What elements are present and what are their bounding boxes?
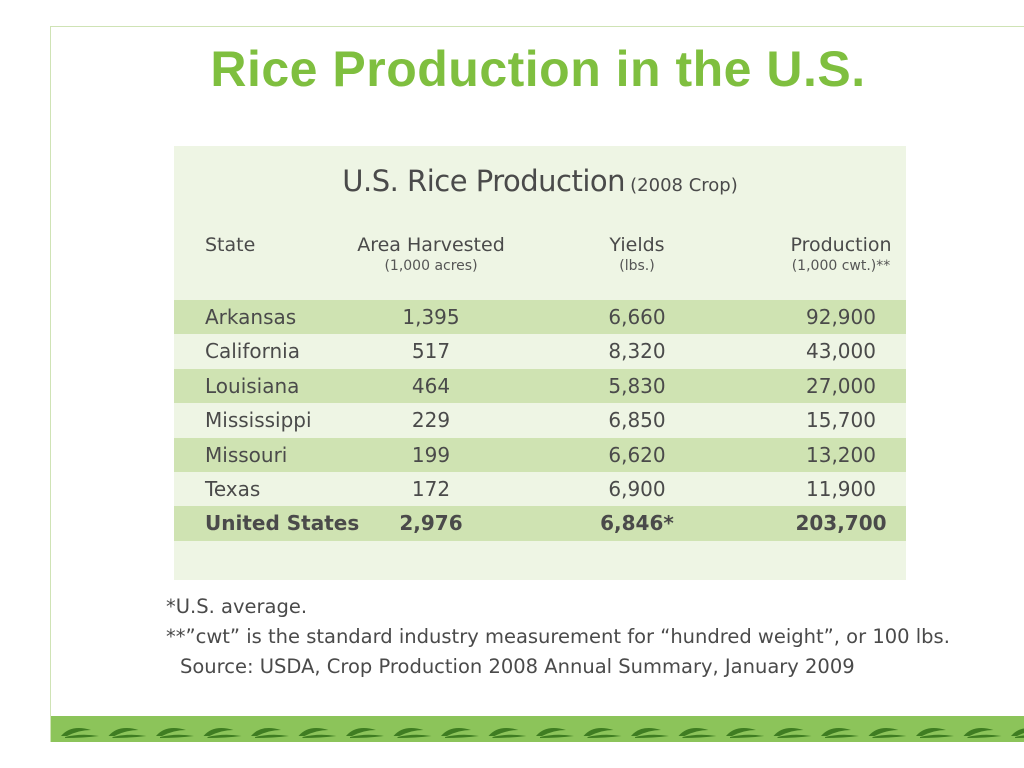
column-header-area: Area Harvested (1,000 acres) bbox=[346, 234, 516, 274]
rice-leaf-icon bbox=[821, 728, 859, 738]
rice-leaf-icon bbox=[61, 728, 99, 738]
column-header-label: Area Harvested bbox=[357, 234, 505, 256]
rice-leaf-icon bbox=[251, 728, 289, 738]
column-header-state: State bbox=[205, 234, 255, 256]
rice-leaf-icon bbox=[203, 728, 242, 738]
rice-leaf-icon bbox=[773, 728, 812, 738]
rice-leaf-icon bbox=[298, 728, 337, 738]
state-cell: Missouri bbox=[205, 442, 288, 467]
rice-leaf-icon bbox=[488, 728, 527, 738]
rice-leaf-icon bbox=[868, 728, 907, 738]
state-cell: California bbox=[205, 339, 300, 364]
rice-leaf-icon bbox=[631, 728, 669, 738]
state-cell: Texas bbox=[205, 476, 261, 501]
rice-leaf-icon bbox=[916, 728, 954, 738]
area-cell: 1,395 bbox=[402, 305, 460, 329]
production-cell: 203,700 bbox=[795, 511, 887, 536]
rice-leaf-icon bbox=[963, 728, 1002, 738]
rice-leaf-icon bbox=[536, 728, 574, 738]
column-header-label: State bbox=[205, 234, 256, 256]
production-cell: 27,000 bbox=[806, 373, 876, 398]
state-cell: Louisiana bbox=[205, 373, 300, 398]
column-header-unit: (1,000 acres) bbox=[384, 258, 478, 274]
column-header-label: Production bbox=[790, 234, 892, 256]
rice-leaf-icon bbox=[393, 728, 432, 738]
yield-cell: 6,660 bbox=[608, 305, 666, 329]
area-cell: 517 bbox=[411, 339, 451, 364]
table-heading-sub: (2008 Crop) bbox=[630, 175, 738, 196]
table-row: Missouri 199 6,620 13,200 bbox=[174, 437, 906, 472]
yield-cell: 8,320 bbox=[608, 339, 666, 364]
state-cell: United States bbox=[205, 511, 360, 536]
production-cell: 11,900 bbox=[806, 476, 876, 501]
state-cell: Mississippi bbox=[205, 408, 312, 433]
production-cell: 43,000 bbox=[806, 339, 876, 364]
table-heading: U.S. Rice Production (2008 Crop) bbox=[174, 164, 906, 198]
yield-cell: 5,830 bbox=[608, 373, 666, 398]
area-cell: 229 bbox=[411, 408, 451, 433]
rice-leaf-icon bbox=[441, 728, 479, 738]
production-cell: 13,200 bbox=[806, 442, 876, 467]
rice-leaf-icon bbox=[583, 728, 622, 738]
rice-leaf-icon-row bbox=[61, 728, 1024, 738]
rice-leaf-icon bbox=[726, 728, 764, 738]
column-header-production: Production (1,000 cwt.)** bbox=[756, 234, 926, 274]
yield-cell: 6,846* bbox=[600, 511, 674, 536]
column-header-yields: Yields (lbs.) bbox=[552, 234, 722, 274]
rice-leaf-icon bbox=[108, 728, 147, 738]
rice-leaf-icon bbox=[678, 728, 717, 738]
area-cell: 2,976 bbox=[399, 511, 463, 536]
area-cell: 199 bbox=[411, 442, 451, 467]
yield-cell: 6,900 bbox=[608, 476, 666, 501]
area-cell: 172 bbox=[411, 476, 451, 501]
column-header-unit: (lbs.) bbox=[619, 258, 655, 274]
table-heading-main: U.S. Rice Production bbox=[342, 164, 626, 198]
column-header-unit: (1,000 cwt.)** bbox=[791, 258, 891, 274]
slide-title: Rice Production in the U.S. bbox=[210, 41, 866, 97]
column-header-label: Yields bbox=[609, 234, 665, 256]
footnote-average: *U.S. average. bbox=[166, 595, 308, 618]
table-row: Arkansas 1,395 6,660 92,900 bbox=[174, 300, 906, 335]
rice-production-table: U.S. Rice Production (2008 Crop) State A… bbox=[174, 146, 906, 580]
leaf-border-band bbox=[51, 716, 1024, 742]
yield-cell: 6,620 bbox=[608, 442, 666, 467]
rice-leaf-icon bbox=[346, 728, 384, 738]
rice-leaf-icon bbox=[1011, 728, 1024, 738]
source-note: Source: USDA, Crop Production 2008 Annua… bbox=[180, 655, 855, 678]
production-cell: 15,700 bbox=[806, 408, 876, 433]
table-row: Texas 172 6,900 11,900 bbox=[174, 471, 906, 507]
rice-leaf-icon bbox=[156, 728, 194, 738]
yield-cell: 6,850 bbox=[608, 408, 666, 433]
table-footnotes: *U.S. average. **”cwt” is the standard i… bbox=[166, 592, 950, 682]
state-cell: Arkansas bbox=[205, 305, 297, 329]
table-row: Louisiana 464 5,830 27,000 bbox=[174, 368, 906, 404]
table-body: Arkansas 1,395 6,660 92,900 California 5… bbox=[174, 300, 906, 541]
production-cell: 92,900 bbox=[806, 305, 876, 329]
table-row: Mississippi 229 6,850 15,700 bbox=[174, 403, 906, 438]
footnote-cwt: **”cwt” is the standard industry measure… bbox=[166, 625, 950, 648]
area-cell: 464 bbox=[411, 373, 451, 398]
table-total-row: United States 2,976 6,846* 203,700 bbox=[174, 506, 906, 541]
table-row: California 517 8,320 43,000 bbox=[174, 334, 906, 369]
